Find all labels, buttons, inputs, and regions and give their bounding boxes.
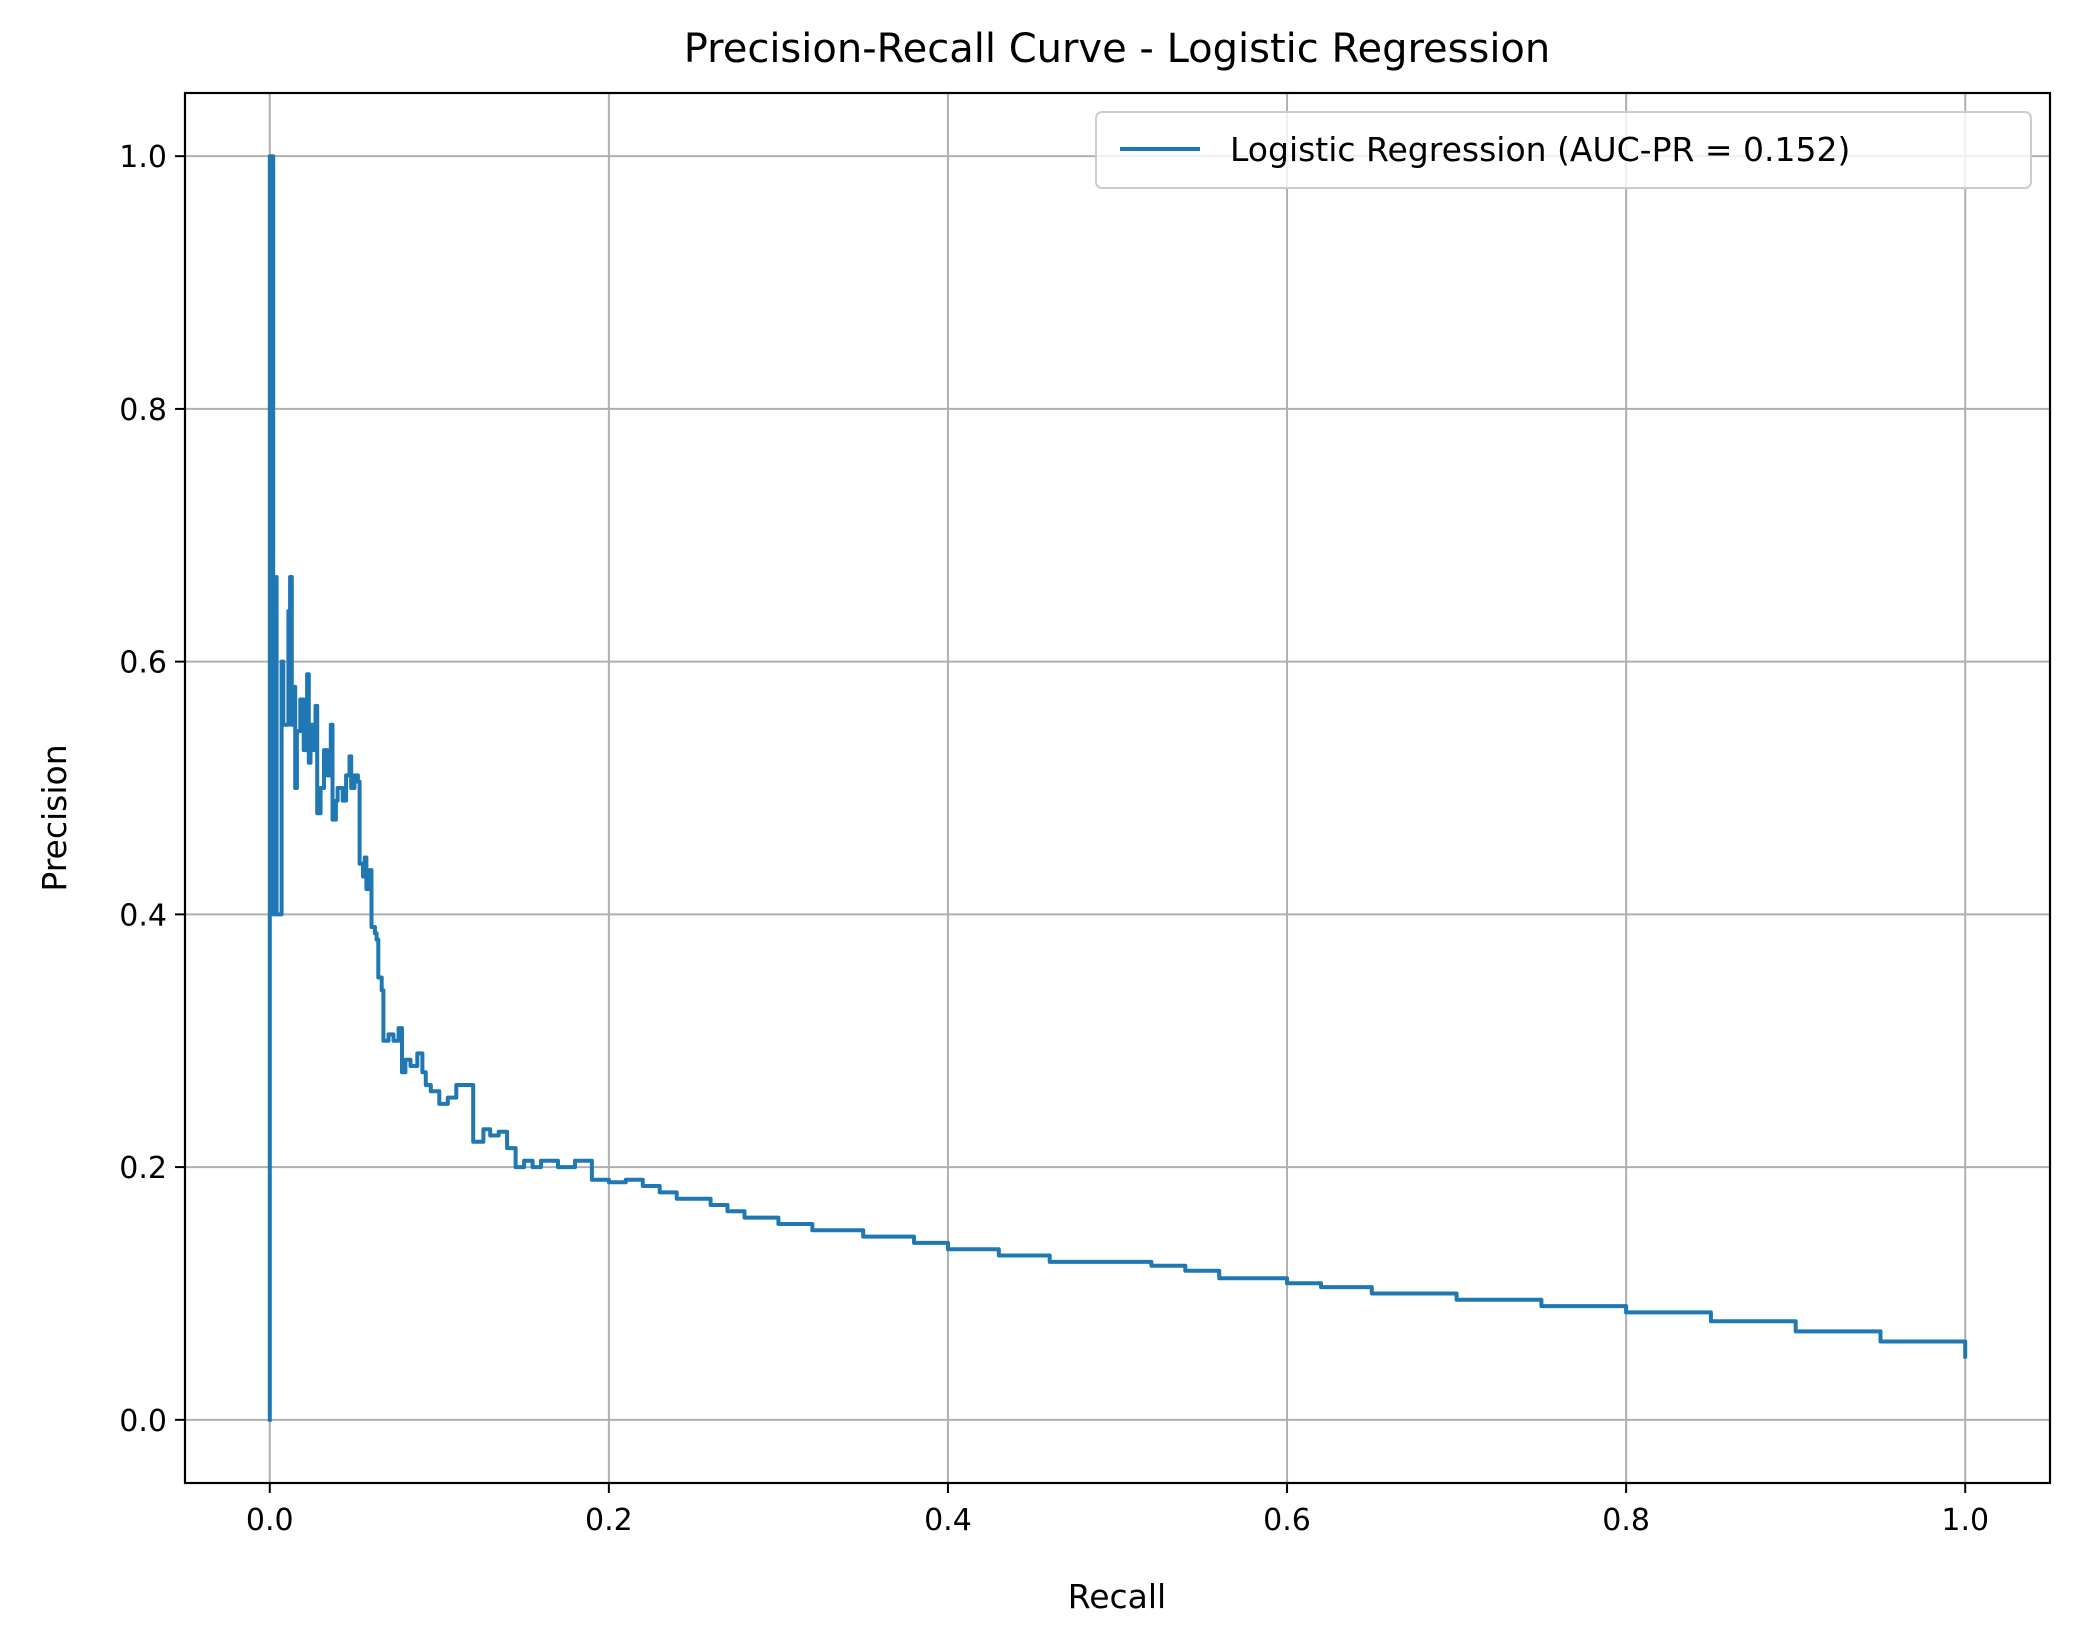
axes-frame (183, 91, 2052, 1485)
x-tick-label: 1.0 (1941, 1503, 1989, 1538)
chart-title: Precision-Recall Curve - Logistic Regres… (684, 26, 1551, 72)
plot-series (267, 154, 1968, 1422)
y-tick-label: 0.6 (119, 646, 167, 681)
x-tick-label: 0.2 (585, 1503, 633, 1538)
ticks: 0.0 0.2 0.4 0.6 0.8 1.0 0.0 0.2 0.4 0.6 0.8 1.0 (119, 140, 1989, 1538)
x-tick-label: 0.0 (246, 1503, 294, 1538)
y-tick-label: 0.8 (119, 393, 167, 428)
y-tick-label: 0.2 (119, 1151, 167, 1186)
y-tick-label: 1.0 (119, 140, 167, 175)
x-tick-label: 0.6 (1263, 1503, 1311, 1538)
x-tick-label: 0.8 (1602, 1503, 1650, 1538)
y-tick-label: 0.0 (119, 1404, 167, 1439)
y-axis-label: Precision (35, 744, 74, 891)
y-tick-label: 0.4 (119, 898, 167, 933)
grid (185, 93, 2050, 1483)
legend-box (1095, 111, 2032, 189)
x-tick-label: 0.4 (924, 1503, 972, 1538)
series-line (267, 154, 1968, 1422)
legend: Logistic Regression (AUC-PR = 0.152) (1095, 111, 2032, 189)
x-axis-label: Recall (1068, 1577, 1166, 1616)
legend-label: Logistic Regression (AUC-PR = 0.152) (1230, 130, 1850, 169)
